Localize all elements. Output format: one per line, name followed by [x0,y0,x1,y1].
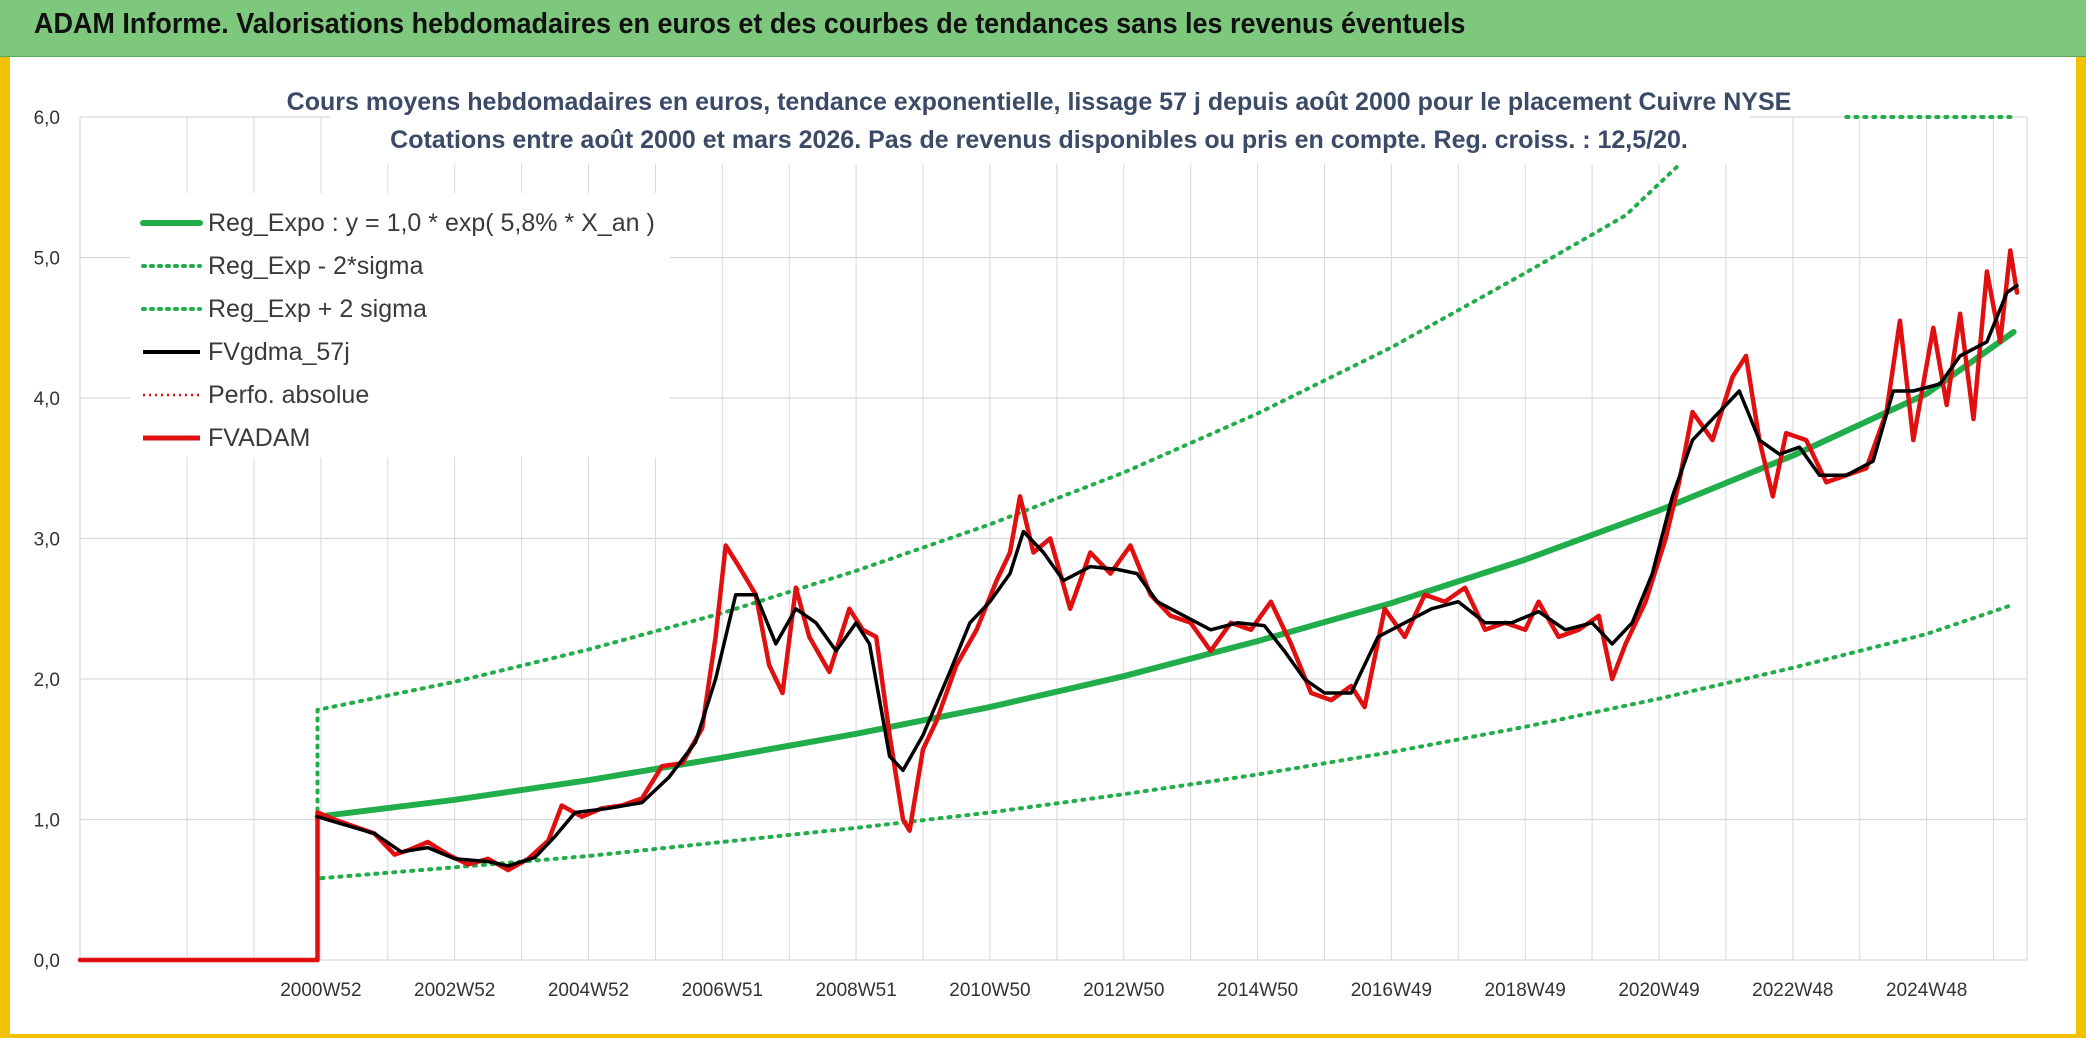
header-bar: ADAM Informe. Valorisations hebdomadaire… [0,0,2086,57]
series-fvgdma-57j [315,283,2019,868]
x-axis: 2000W52 2002W52 2004W52 2006W51 2008W51 2010W… [280,980,1967,1001]
legend-label-fvadam: FVADAM [208,424,310,452]
y-tick-label: 0,0 [34,951,60,972]
x-tick-label: 2014W50 [1217,980,1298,1001]
y-tick-label: 6,0 [34,108,60,129]
y-tick-label: 1,0 [34,811,60,832]
series-reg-expo [314,329,2017,820]
y-axis: 0,0 1,0 2,0 3,0 4,0 5,0 6,0 [34,108,60,972]
x-tick-label: 2008W51 [815,980,896,1001]
legend-box [130,193,670,457]
x-tick-label: 2004W52 [548,980,629,1001]
y-tick-label: 4,0 [34,389,60,410]
x-tick-label: 2002W52 [414,980,495,1001]
y-tick-label: 3,0 [34,530,60,551]
x-tick-label: 2022W48 [1752,980,1833,1001]
chart-title-line1: Cours moyens hebdomadaires en euros, ten… [287,88,1792,116]
legend-label-reg-exp-minus: Reg_Exp - 2*sigma [208,252,423,280]
x-tick-label: 2006W51 [682,980,763,1001]
x-tick-label: 2000W52 [280,980,361,1001]
x-tick-label: 2010W50 [949,980,1030,1001]
legend-label-perfo: Perfo. absolue [208,381,369,409]
legend-label-reg-exp-plus: Reg_Exp + 2 sigma [208,295,427,323]
chart-title-line2: Cotations entre août 2000 et mars 2026. … [390,126,1688,154]
y-tick-label: 5,0 [34,249,60,270]
x-tick-label: 2012W50 [1083,980,1164,1001]
chart-panel [10,0,2076,1034]
x-tick-label: 2020W49 [1618,980,1699,1001]
legend: Reg_Expo : y = 1,0 * exp( 5,8% * X_an ) … [130,193,670,457]
page-title: ADAM Informe. Valorisations hebdomadaire… [34,8,1466,40]
x-tick-label: 2016W49 [1351,980,1432,1001]
y-tick-label: 2,0 [34,670,60,691]
x-tick-label: 2024W48 [1886,980,1967,1001]
series-reg-exp-minus-2sigma [315,602,2016,881]
title-box [330,78,1750,164]
legend-label-reg-expo: Reg_Expo : y = 1,0 * exp( 5,8% * X_an ) [208,209,655,237]
legend-label-fvgdma: FVgdma_57j [208,338,350,366]
x-tick-label: 2018W49 [1485,980,1566,1001]
series-layer [77,115,2020,963]
